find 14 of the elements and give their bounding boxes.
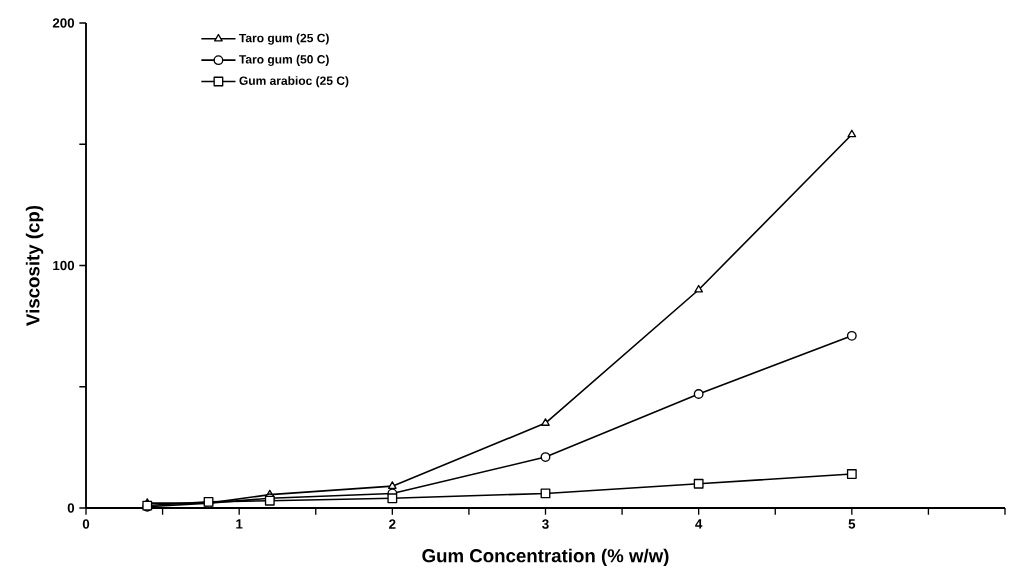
legend-label: Gum arabioc (25 C) [239, 76, 349, 88]
x-tick-label: 3 [542, 519, 549, 529]
x-tick-label: 4 [695, 519, 703, 529]
x-tick-label: 5 [848, 519, 856, 529]
x-tick-label: 0 [82, 519, 90, 529]
legend-label: Taro gum (50 C) [239, 54, 329, 67]
y-tick-label: 100 [53, 260, 75, 271]
legend-label: Taro gum (25 C) [239, 33, 329, 45]
x-tick-label: 1 [236, 519, 243, 529]
y-tick-label: 200 [52, 18, 75, 28]
x-axis-title: Gum Concentration (% w/w) [422, 548, 669, 567]
y-tick-label: 0 [67, 503, 75, 513]
x-tick-label: 2 [389, 519, 396, 529]
y-axis-title: Viscosity (cp) [25, 205, 44, 326]
